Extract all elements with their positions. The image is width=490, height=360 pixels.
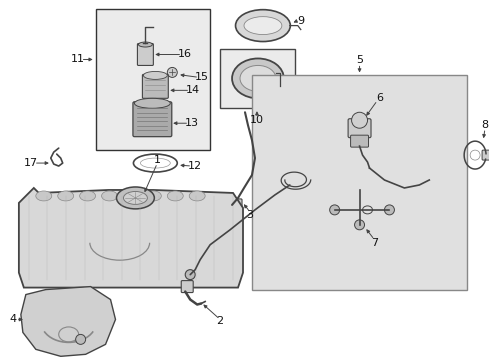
Ellipse shape: [146, 191, 161, 201]
Ellipse shape: [58, 191, 74, 201]
FancyBboxPatch shape: [482, 150, 490, 160]
Ellipse shape: [36, 191, 52, 201]
Circle shape: [385, 205, 394, 215]
Ellipse shape: [80, 191, 96, 201]
Text: 2: 2: [217, 316, 223, 327]
FancyBboxPatch shape: [181, 280, 193, 293]
Text: 3: 3: [246, 210, 253, 220]
Ellipse shape: [189, 191, 205, 201]
Ellipse shape: [101, 191, 118, 201]
Bar: [96, 9, 210, 150]
Ellipse shape: [244, 17, 282, 35]
Circle shape: [185, 270, 195, 280]
Text: 4: 4: [9, 314, 17, 324]
Ellipse shape: [117, 187, 154, 209]
Ellipse shape: [167, 191, 183, 201]
Ellipse shape: [144, 71, 167, 80]
FancyBboxPatch shape: [348, 119, 371, 138]
Text: 12: 12: [188, 161, 202, 171]
Ellipse shape: [123, 191, 140, 201]
Text: 1: 1: [154, 155, 161, 165]
Ellipse shape: [138, 42, 152, 47]
Bar: [220, 49, 295, 108]
Ellipse shape: [134, 98, 171, 108]
FancyBboxPatch shape: [143, 75, 168, 98]
Text: 6: 6: [376, 93, 383, 103]
Polygon shape: [19, 188, 243, 288]
Text: 7: 7: [371, 238, 378, 248]
Text: 9: 9: [297, 15, 304, 26]
Circle shape: [352, 112, 368, 128]
Text: 11: 11: [71, 54, 85, 64]
Ellipse shape: [232, 58, 284, 98]
Polygon shape: [21, 287, 116, 356]
Text: 14: 14: [186, 85, 200, 95]
FancyBboxPatch shape: [224, 199, 242, 211]
Text: 15: 15: [195, 72, 209, 82]
Text: 16: 16: [178, 49, 192, 59]
Circle shape: [167, 67, 177, 77]
FancyBboxPatch shape: [133, 102, 172, 137]
Circle shape: [75, 334, 86, 345]
FancyBboxPatch shape: [350, 135, 368, 147]
Text: 5: 5: [356, 55, 363, 66]
Text: 17: 17: [24, 158, 38, 168]
Circle shape: [330, 205, 340, 215]
Text: 8: 8: [482, 120, 489, 130]
Ellipse shape: [123, 192, 147, 204]
Text: 10: 10: [250, 115, 264, 125]
Ellipse shape: [240, 66, 276, 91]
Circle shape: [355, 220, 365, 230]
Bar: [252, 75, 467, 289]
Text: 13: 13: [185, 118, 199, 128]
Ellipse shape: [236, 10, 290, 41]
FancyBboxPatch shape: [137, 44, 153, 66]
